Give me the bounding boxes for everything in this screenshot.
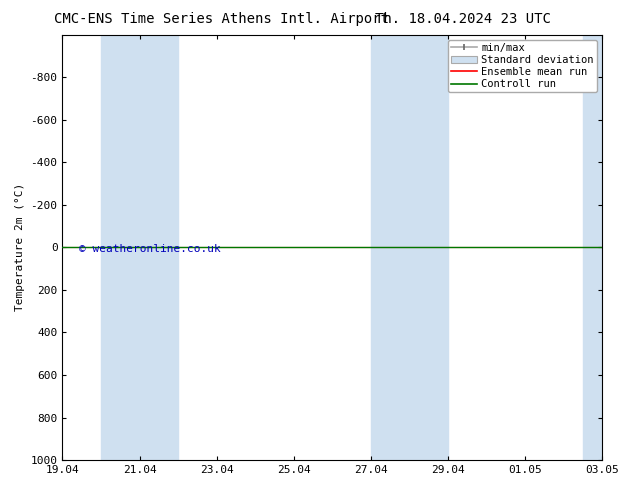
Text: © weatheronline.co.uk: © weatheronline.co.uk <box>79 245 221 254</box>
Bar <box>583 35 602 460</box>
Text: CMC-ENS Time Series Athens Intl. Airport: CMC-ENS Time Series Athens Intl. Airport <box>55 12 389 26</box>
Bar <box>371 35 448 460</box>
Text: Th. 18.04.2024 23 UTC: Th. 18.04.2024 23 UTC <box>375 12 551 26</box>
Bar <box>101 35 178 460</box>
Y-axis label: Temperature 2m (°C): Temperature 2m (°C) <box>15 183 25 312</box>
Legend: min/max, Standard deviation, Ensemble mean run, Controll run: min/max, Standard deviation, Ensemble me… <box>448 40 597 92</box>
